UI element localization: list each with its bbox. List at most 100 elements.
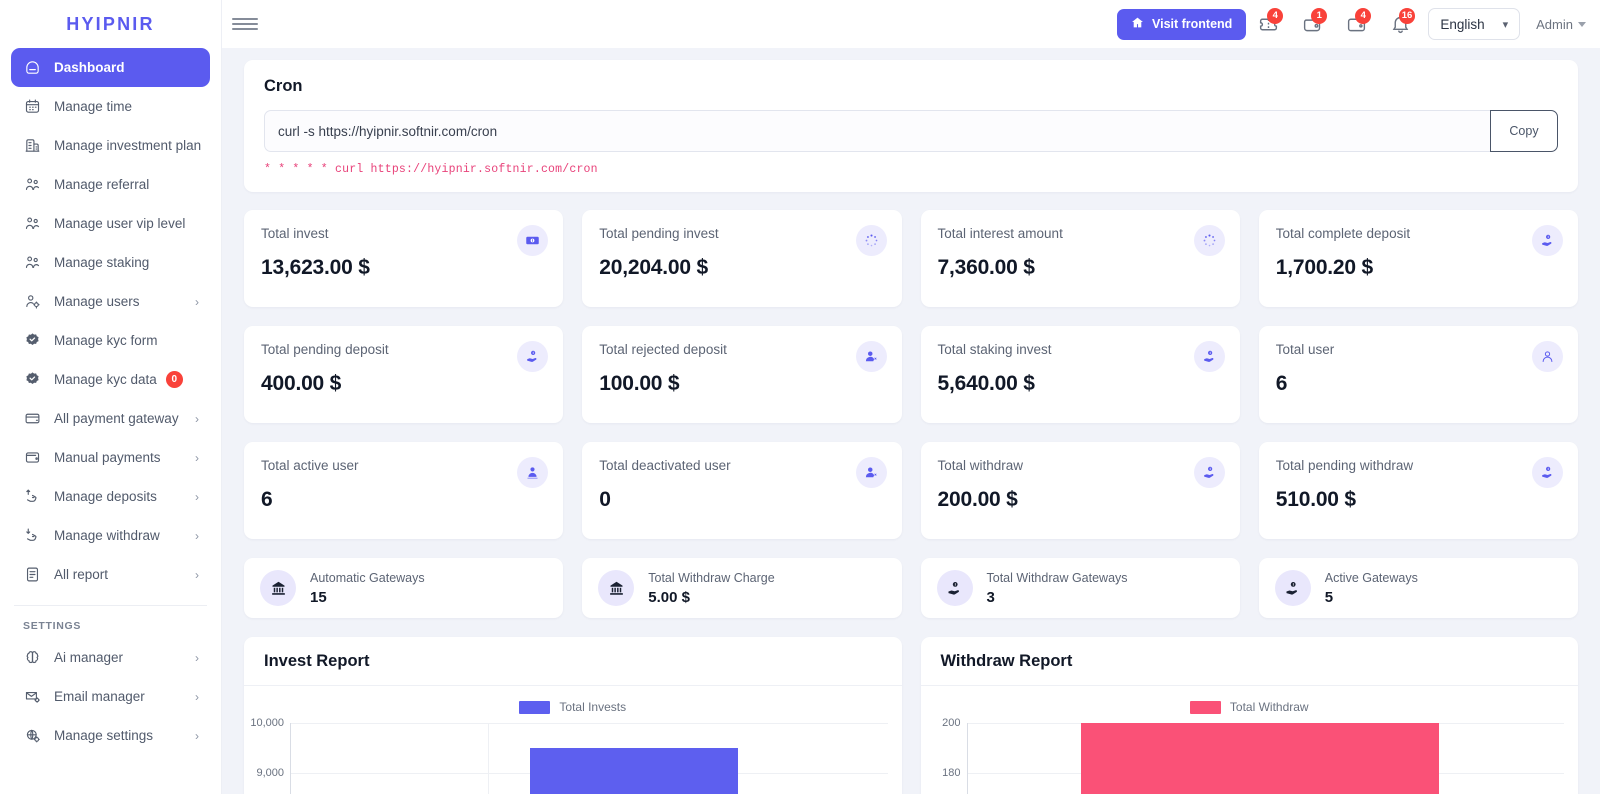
copy-button[interactable]: Copy (1490, 110, 1558, 152)
hand-coin-icon (1274, 570, 1311, 606)
wallet-coin-badge: 1 (1311, 8, 1328, 24)
stat-label: Total pending deposit (261, 342, 389, 357)
ticket-icon[interactable]: 4 (1246, 6, 1290, 42)
caret-down-icon (1578, 21, 1586, 27)
gateway-label: Total Withdraw Gateways (986, 570, 1128, 585)
sidebar-item-label: Manage users (54, 294, 140, 309)
sidebar-item-label: Dashboard (54, 60, 125, 75)
sidebar-item-all-payment-gateway[interactable]: All payment gateway › (11, 399, 210, 438)
sidebar-item-manage-users[interactable]: Manage users › (11, 282, 210, 321)
stat-card: Total invest 13,623.00 $ (244, 210, 564, 307)
sidebar-item-manage-withdraw[interactable]: Manage withdraw › (11, 516, 210, 555)
chevron-right-icon: › (195, 489, 199, 504)
admin-menu[interactable]: Admin (1536, 17, 1586, 32)
sidebar-item-label: Manage staking (54, 255, 150, 270)
dashboard-icon (23, 58, 42, 77)
stat-card: Total deactivated user 0 (582, 442, 902, 539)
stat-value: 20,204.00 $ (599, 256, 708, 279)
gateway-value: 5.00 $ (648, 588, 690, 606)
chevron-right-icon: › (195, 728, 199, 743)
chevron-right-icon: › (195, 411, 199, 426)
sidebar-item-all-report[interactable]: All report › (11, 555, 210, 594)
brand-logo[interactable]: HYIPNIR (66, 13, 155, 34)
sidebar-item-manage-investment-plan[interactable]: Manage investment plan (11, 126, 210, 165)
chevron-right-icon: › (195, 567, 199, 582)
stat-value: 7,360.00 $ (937, 256, 1035, 279)
stat-card: Total withdraw 200.00 $ (920, 442, 1240, 539)
bank-icon (260, 570, 296, 606)
stat-value: 1,700.20 $ (1275, 256, 1374, 279)
sidebar-item-dashboard[interactable]: Dashboard (11, 48, 210, 87)
stat-value: 13,623.00 $ (261, 256, 370, 279)
bar[interactable] (529, 748, 739, 794)
bank-icon (598, 570, 635, 606)
cron-hint: * * * * * curl https://hyipnir.softnir.c… (264, 163, 598, 176)
gateway-label: Active Gateways (1324, 570, 1418, 585)
chart-body: Total Withdraw 200180160 (921, 686, 1579, 794)
sidebar-item-manage-kyc-form[interactable]: Manage kyc form (11, 321, 210, 360)
sidebar-item-label: Manage time (54, 99, 133, 114)
chevron-right-icon: › (195, 294, 199, 309)
sidebar-toggle-icon[interactable] (232, 11, 258, 37)
cron-command-input[interactable] (264, 110, 1490, 152)
sidebar-item-manage-time[interactable]: Manage time (11, 87, 210, 126)
hand-coin-icon (1532, 457, 1563, 488)
credit-card-icon (23, 409, 42, 428)
calendar-icon (23, 97, 42, 116)
sidebar-item-label: Ai manager (54, 650, 124, 665)
stat-label: Total deactivated user (599, 458, 731, 473)
sidebar-item-manage-user-vip-level[interactable]: Manage user vip level (11, 204, 210, 243)
user-x-icon (855, 341, 887, 372)
chart-title: Withdraw Report (920, 637, 1578, 686)
y-axis-tick: 10,000 (250, 717, 284, 729)
sidebar-item-manage-referral[interactable]: Manage referral (11, 165, 210, 204)
hand-coin-icon (1532, 225, 1563, 256)
admin-label: Admin (1536, 16, 1573, 32)
sidebar: HYIPNIR Dashboard Manage time Manage inves… (0, 0, 222, 794)
gateway-card: Total Withdraw Charge 5.00 $ (582, 558, 902, 618)
sidebar-item-manage-deposits[interactable]: Manage deposits › (11, 477, 210, 516)
wallet-icon[interactable]: 4 (1334, 6, 1378, 42)
sidebar-item-manage-kyc-data[interactable]: Manage kyc data 0 (11, 360, 210, 399)
language-value: English (1440, 16, 1485, 32)
sidebar-item-manual-payments[interactable]: Manual payments › (11, 438, 210, 477)
hand-coin-icon (936, 570, 973, 606)
plot-area (966, 723, 1564, 794)
chart-legend[interactable]: Total Withdraw (921, 686, 1579, 714)
wallet-coin-icon[interactable]: 1 (1290, 6, 1334, 42)
deposit-hand-icon (23, 487, 42, 506)
stat-value: 6 (1275, 372, 1288, 395)
stat-label: Total user (1275, 342, 1335, 357)
stat-value: 200.00 $ (937, 488, 1018, 511)
user-icon (1532, 341, 1563, 372)
visit-frontend-button[interactable]: Visit frontend (1116, 8, 1247, 40)
chart-legend[interactable]: Total Invests (244, 686, 902, 714)
sidebar-item-label: Manage settings (54, 728, 154, 743)
stats-grid: Total invest 13,623.00 $ Total pending inv… (244, 210, 1578, 539)
stat-label: Total complete deposit (1275, 226, 1411, 241)
bar[interactable] (1080, 723, 1439, 794)
sidebar-item-label: Manage kyc data (54, 372, 157, 387)
sidebar-item-label: Manage referral (54, 177, 150, 192)
sidebar-item-label: Email manager (54, 689, 145, 704)
legend-label: Total Withdraw (1229, 700, 1309, 714)
bell-icon[interactable]: 16 (1378, 6, 1422, 42)
sidebar-item-ai-manager[interactable]: Ai manager › (11, 638, 210, 677)
main-content: Cron Copy * * * * * curl https://hyipnir… (222, 48, 1600, 794)
mail-cog-icon (23, 687, 42, 706)
legend-label: Total Invests (559, 700, 627, 714)
chart-plot: 200180160 (921, 717, 1564, 794)
sidebar-item-manage-staking[interactable]: Manage staking (11, 243, 210, 282)
cron-title: Cron (264, 77, 303, 95)
sidebar-item-manage-settings[interactable]: Manage settings › (11, 716, 210, 755)
stat-label: Total withdraw (937, 458, 1024, 473)
stat-value: 100.00 $ (599, 372, 680, 395)
legend-swatch (519, 700, 551, 714)
chevron-down-icon: ▾ (1502, 18, 1509, 31)
home-icon (1131, 16, 1144, 32)
sidebar-item-email-manager[interactable]: Email manager › (11, 677, 210, 716)
sidebar-item-label: All payment gateway (54, 411, 179, 426)
language-selector[interactable]: English ▾ (1428, 8, 1521, 40)
